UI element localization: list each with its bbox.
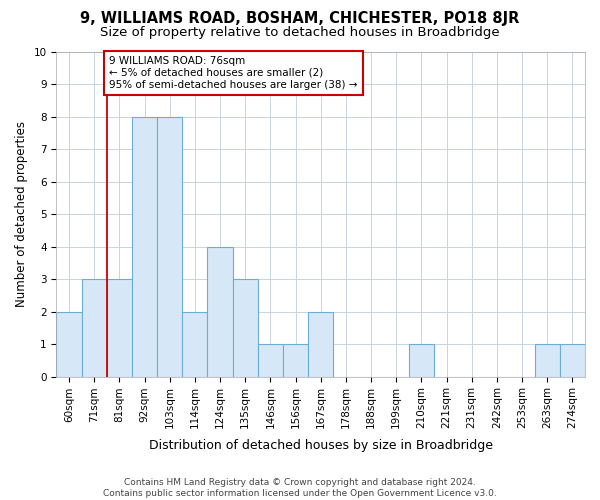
Bar <box>258 344 283 376</box>
Bar <box>107 279 132 376</box>
Bar <box>409 344 434 376</box>
Text: Size of property relative to detached houses in Broadbridge: Size of property relative to detached ho… <box>100 26 500 39</box>
Bar <box>182 312 208 376</box>
Text: 9, WILLIAMS ROAD, BOSHAM, CHICHESTER, PO18 8JR: 9, WILLIAMS ROAD, BOSHAM, CHICHESTER, PO… <box>80 11 520 26</box>
Y-axis label: Number of detached properties: Number of detached properties <box>15 121 28 307</box>
Bar <box>132 116 157 376</box>
Text: Contains HM Land Registry data © Crown copyright and database right 2024.
Contai: Contains HM Land Registry data © Crown c… <box>103 478 497 498</box>
Bar <box>157 116 182 376</box>
Bar <box>208 246 233 376</box>
Bar <box>560 344 585 376</box>
Bar <box>283 344 308 376</box>
Bar <box>535 344 560 376</box>
Bar <box>56 312 82 376</box>
Text: 9 WILLIAMS ROAD: 76sqm
← 5% of detached houses are smaller (2)
95% of semi-detac: 9 WILLIAMS ROAD: 76sqm ← 5% of detached … <box>109 56 358 90</box>
Bar <box>308 312 333 376</box>
Bar <box>82 279 107 376</box>
Bar <box>233 279 258 376</box>
X-axis label: Distribution of detached houses by size in Broadbridge: Distribution of detached houses by size … <box>149 440 493 452</box>
